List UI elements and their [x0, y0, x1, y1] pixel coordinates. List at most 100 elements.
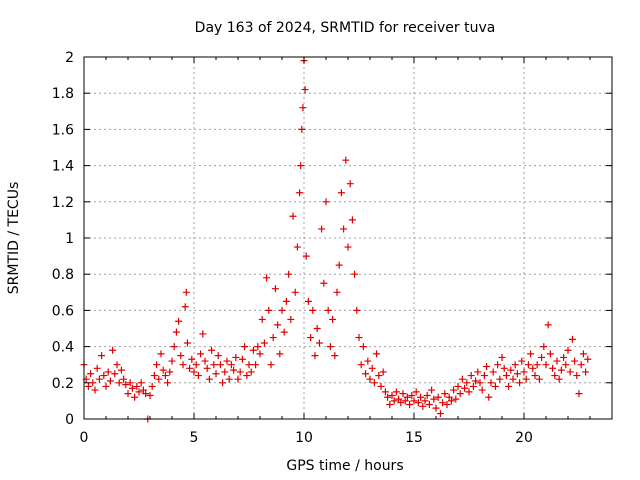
data-point	[478, 386, 486, 394]
data-point	[157, 350, 165, 358]
y-tick-label: 0	[65, 412, 74, 428]
data-point	[115, 379, 123, 387]
data-point	[538, 353, 546, 361]
data-point	[401, 397, 409, 405]
data-point	[329, 315, 337, 323]
data-point	[542, 361, 550, 369]
data-point	[139, 386, 147, 394]
data-point	[423, 391, 431, 399]
data-point	[282, 297, 290, 305]
data-point	[496, 375, 504, 383]
y-tick-label: 1.8	[52, 86, 74, 102]
data-point	[287, 315, 295, 323]
data-point	[205, 375, 213, 383]
data-point	[527, 350, 535, 358]
data-point	[190, 368, 198, 376]
data-point	[509, 375, 517, 383]
data-point	[199, 330, 207, 338]
data-point	[322, 198, 330, 206]
data-points	[80, 57, 592, 423]
data-point	[408, 391, 416, 399]
data-point	[386, 401, 394, 409]
data-point	[441, 390, 449, 398]
data-point	[313, 325, 321, 332]
data-point	[562, 361, 570, 369]
data-point	[531, 372, 539, 380]
data-point	[89, 379, 97, 387]
data-point	[234, 375, 242, 383]
data-point	[128, 384, 136, 392]
data-point	[540, 343, 548, 351]
data-point	[142, 390, 150, 398]
data-point	[467, 372, 475, 380]
data-point	[566, 368, 574, 376]
data-point	[395, 395, 403, 403]
data-point	[443, 401, 451, 409]
data-point	[216, 361, 224, 369]
y-tick-label: 2	[65, 50, 74, 66]
data-point	[454, 382, 462, 390]
data-point	[223, 357, 231, 365]
data-point	[410, 397, 418, 405]
data-point	[384, 393, 392, 401]
data-point	[403, 393, 411, 401]
data-point	[447, 397, 455, 405]
data-point	[93, 364, 101, 372]
y-tick-label: 1	[65, 231, 74, 247]
data-point	[390, 397, 398, 405]
data-point	[320, 279, 328, 287]
data-point	[274, 321, 282, 329]
data-point	[111, 370, 119, 378]
data-point	[450, 386, 458, 394]
data-point	[289, 212, 297, 220]
data-point	[109, 346, 117, 354]
x-tick-label: 0	[80, 430, 89, 446]
data-point	[553, 357, 561, 365]
data-point	[243, 372, 251, 380]
data-point	[364, 357, 372, 365]
data-point	[524, 361, 532, 369]
plot-frame	[83, 56, 613, 420]
data-point	[529, 364, 537, 372]
data-point	[230, 366, 238, 374]
data-point	[518, 357, 526, 365]
data-point	[432, 404, 440, 412]
data-point	[285, 270, 293, 278]
data-point	[377, 382, 385, 390]
data-point	[307, 334, 315, 342]
data-point	[582, 368, 590, 376]
data-point	[489, 368, 497, 376]
data-point	[474, 368, 482, 376]
data-point	[227, 361, 235, 369]
data-point	[126, 379, 134, 387]
data-point	[276, 350, 284, 358]
data-point	[194, 372, 202, 380]
data-point	[188, 355, 196, 363]
data-point	[533, 361, 541, 369]
x-axis-label: GPS time / hours	[286, 458, 403, 474]
data-point	[252, 361, 260, 369]
data-point	[203, 364, 211, 372]
data-point	[106, 377, 114, 385]
data-point	[335, 261, 343, 269]
data-point	[201, 357, 209, 365]
data-point	[291, 288, 299, 296]
data-point	[117, 366, 125, 374]
data-point	[137, 379, 145, 387]
data-point	[355, 334, 363, 342]
data-point	[476, 379, 484, 387]
data-point	[265, 306, 273, 314]
data-point	[568, 335, 576, 343]
y-axis-label: SRMTID / TECUs	[6, 182, 22, 295]
data-point	[219, 379, 227, 387]
data-point	[296, 189, 304, 197]
data-point	[368, 364, 376, 372]
data-point	[456, 390, 464, 398]
data-point	[212, 370, 220, 378]
data-point	[258, 315, 266, 323]
data-point	[560, 353, 568, 361]
data-point	[397, 399, 405, 407]
data-point	[511, 361, 519, 369]
data-point	[500, 364, 508, 372]
data-point	[469, 382, 477, 390]
